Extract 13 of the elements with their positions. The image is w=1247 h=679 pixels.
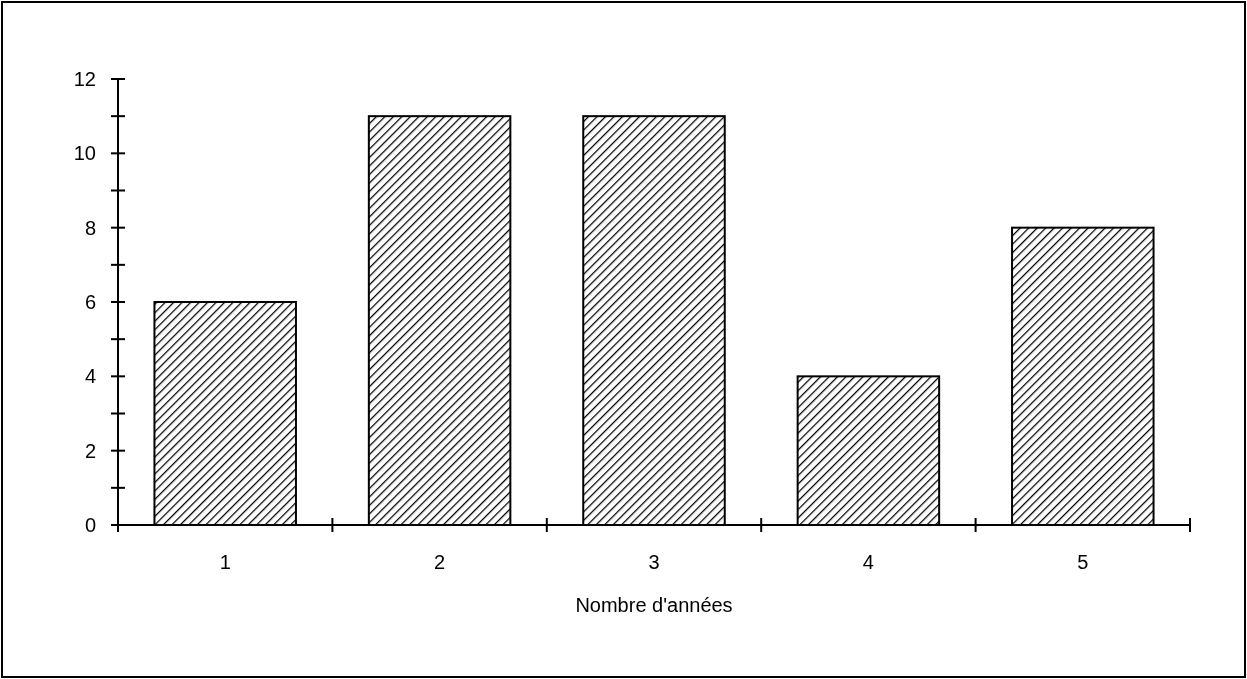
y-tick-label: 4 xyxy=(84,365,96,388)
y-tick-label: 10 xyxy=(73,142,96,165)
y-tick-label: 8 xyxy=(84,216,96,239)
y-tick-label: 6 xyxy=(84,291,96,313)
x-tick-label: 4 xyxy=(862,551,874,573)
y-tick-label: 0 xyxy=(84,514,96,536)
x-tick-label: 5 xyxy=(1077,551,1089,573)
x-tick-label: 1 xyxy=(219,551,231,573)
x-tick-label: 3 xyxy=(648,551,660,573)
x-tick-label: 2 xyxy=(434,551,446,573)
x-axis-title: Nombre d'années xyxy=(575,594,733,616)
y-tick-label: 12 xyxy=(73,68,96,90)
y-tick-label: 2 xyxy=(84,439,96,462)
